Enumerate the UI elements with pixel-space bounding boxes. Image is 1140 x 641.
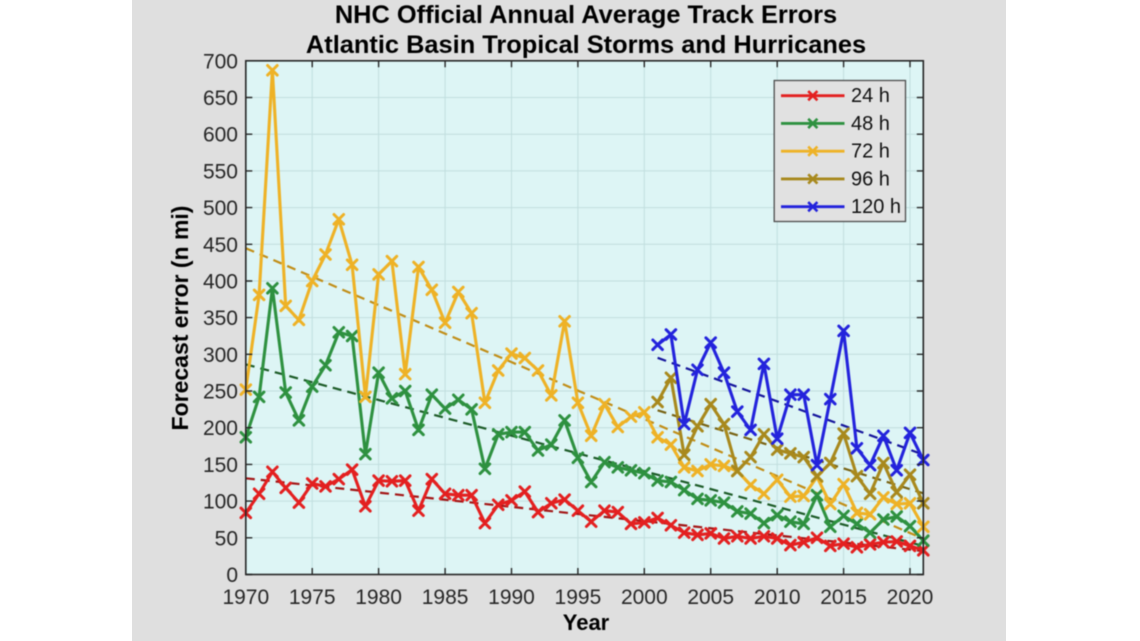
svg-text:700: 700 [203,50,238,73]
svg-text:1970: 1970 [222,586,269,609]
svg-text:1995: 1995 [555,586,602,609]
svg-text:Year: Year [563,610,610,635]
svg-text:24 h: 24 h [851,85,890,107]
svg-text:50: 50 [215,527,238,550]
svg-text:NHC Official Annual Average Tr: NHC Official Annual Average Track Errors [335,1,837,29]
svg-text:2015: 2015 [820,586,867,609]
svg-text:72 h: 72 h [851,141,890,163]
svg-text:1990: 1990 [488,586,535,609]
svg-text:300: 300 [203,344,238,367]
svg-text:0: 0 [226,564,238,587]
svg-text:650: 650 [203,87,238,110]
svg-text:500: 500 [203,197,238,220]
svg-text:Atlantic Basin Tropical Storms: Atlantic Basin Tropical Storms and Hurri… [306,31,866,59]
svg-text:200: 200 [203,417,238,440]
svg-text:150: 150 [203,454,238,477]
svg-text:100: 100 [203,491,238,514]
svg-text:1980: 1980 [355,586,402,609]
svg-text:48 h: 48 h [851,113,890,135]
svg-text:550: 550 [203,160,238,183]
svg-text:350: 350 [203,307,238,330]
svg-text:2020: 2020 [887,586,934,609]
svg-text:120 h: 120 h [851,196,901,218]
svg-text:400: 400 [203,271,238,294]
svg-text:1975: 1975 [289,586,336,609]
svg-text:2005: 2005 [687,586,734,609]
svg-text:450: 450 [203,234,238,257]
svg-text:1985: 1985 [422,586,469,609]
svg-text:2010: 2010 [754,586,801,609]
svg-text:Forecast error (n mi): Forecast error (n mi) [167,206,193,431]
svg-text:2000: 2000 [621,586,668,609]
svg-text:250: 250 [203,381,238,404]
svg-text:96 h: 96 h [851,168,890,190]
svg-text:600: 600 [203,124,238,147]
